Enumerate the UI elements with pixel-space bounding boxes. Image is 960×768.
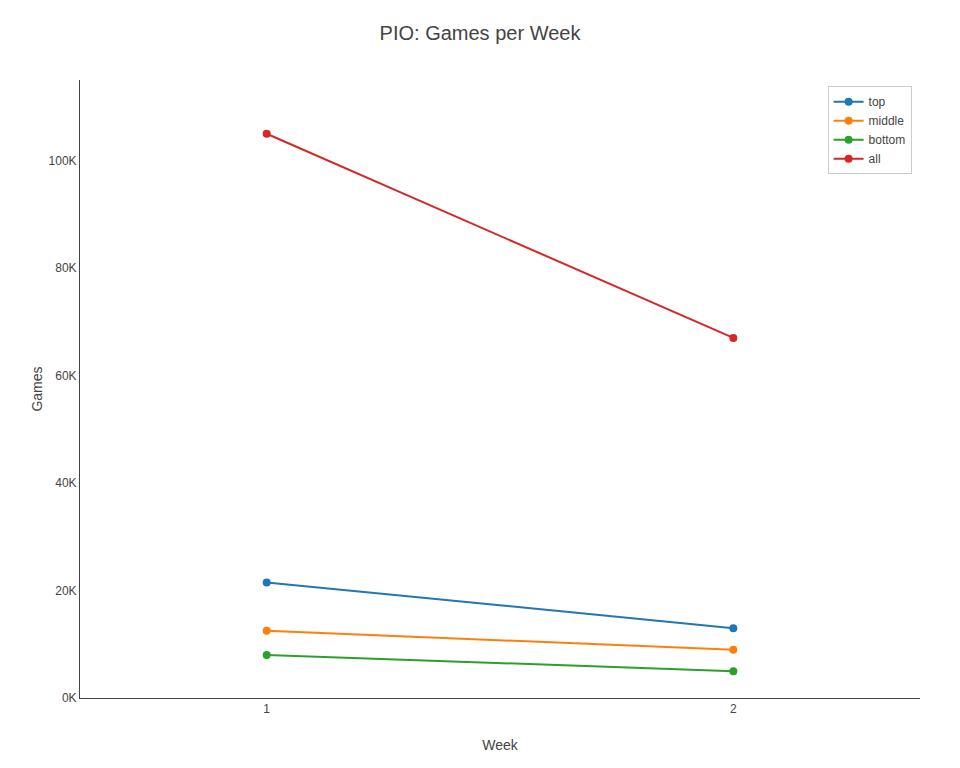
svg-text:60K: 60K <box>55 369 76 383</box>
svg-text:20K: 20K <box>55 584 76 598</box>
svg-text:100K: 100K <box>49 154 77 168</box>
svg-text:1: 1 <box>263 702 270 716</box>
svg-text:40K: 40K <box>55 476 76 490</box>
svg-text:80K: 80K <box>55 261 76 275</box>
svg-text:top: top <box>869 95 886 109</box>
svg-text:Week: Week <box>482 737 519 753</box>
svg-text:PIO: Games per Week: PIO: Games per Week <box>380 22 582 44</box>
svg-text:Games: Games <box>29 366 45 411</box>
svg-text:2: 2 <box>730 702 737 716</box>
svg-text:0K: 0K <box>62 691 77 705</box>
svg-text:bottom: bottom <box>869 133 906 147</box>
svg-text:all: all <box>869 152 881 166</box>
svg-text:middle: middle <box>869 114 905 128</box>
